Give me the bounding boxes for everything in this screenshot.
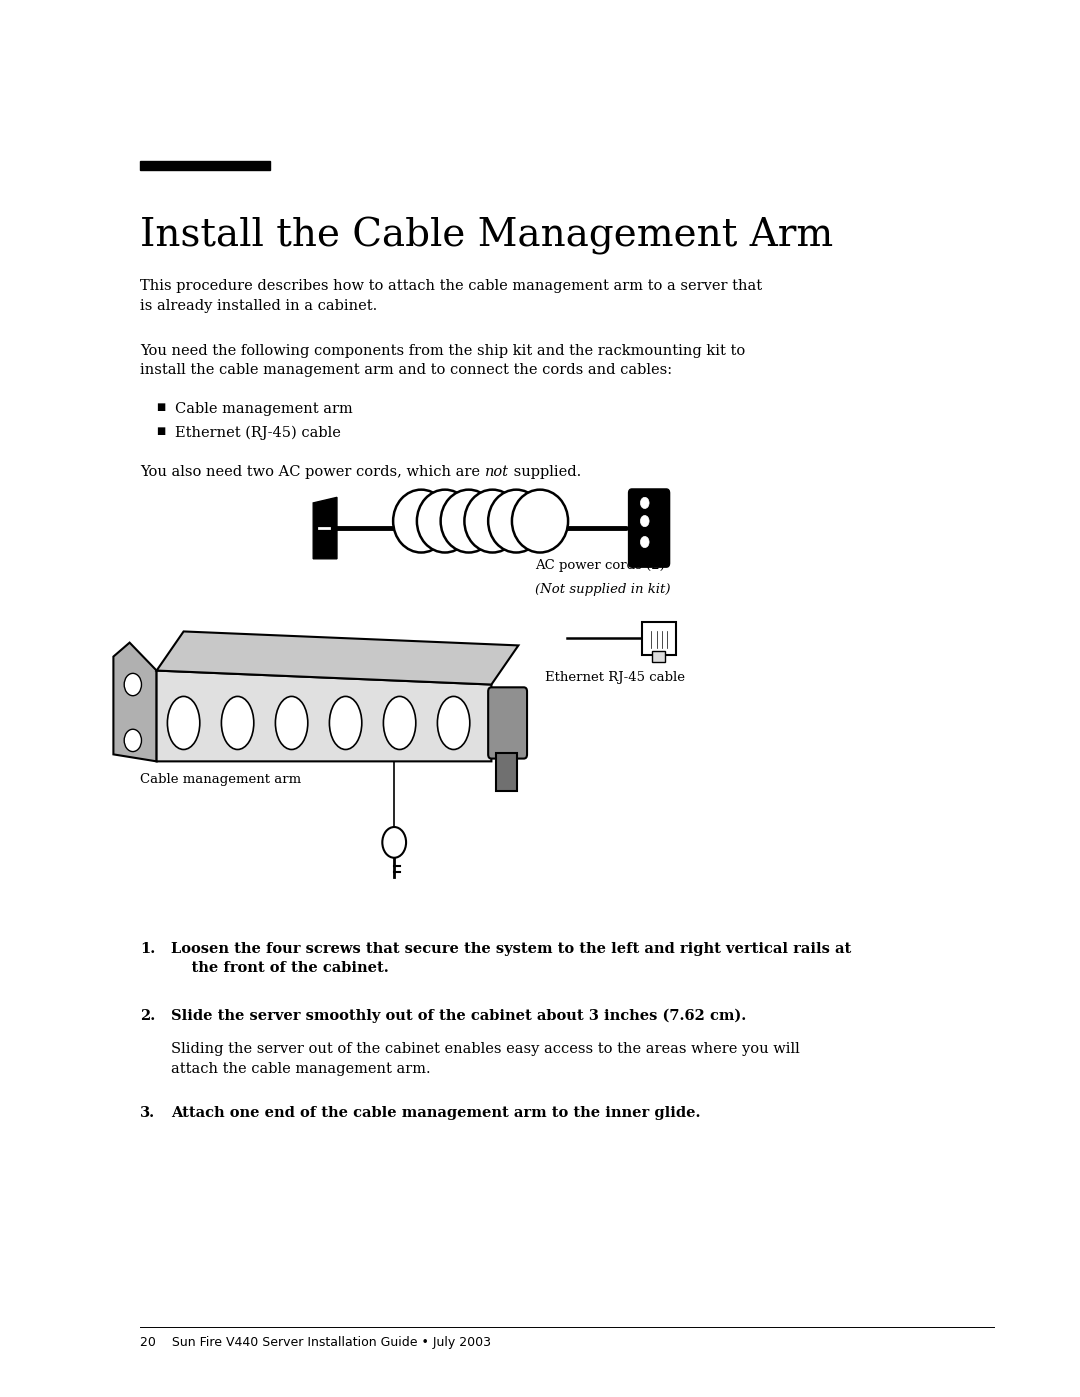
Circle shape [640,515,649,527]
Text: Sliding the server out of the cabinet enables easy access to the areas where you: Sliding the server out of the cabinet en… [171,1042,799,1076]
Circle shape [640,536,649,548]
Text: Install the Cable Management Arm: Install the Cable Management Arm [140,217,834,254]
Text: 3.: 3. [140,1106,156,1120]
Text: supplied.: supplied. [509,465,581,479]
Text: (Not supplied in kit): (Not supplied in kit) [535,583,670,595]
Text: 1.: 1. [140,942,156,956]
Polygon shape [313,497,337,559]
FancyBboxPatch shape [652,651,665,662]
FancyBboxPatch shape [642,622,676,655]
Text: Ethernet RJ-45 cable: Ethernet RJ-45 cable [545,671,686,683]
Text: ■: ■ [157,426,166,436]
Text: 2.: 2. [140,1009,156,1023]
Text: Loosen the four screws that secure the system to the left and right vertical rai: Loosen the four screws that secure the s… [171,942,851,975]
Ellipse shape [221,697,254,749]
Ellipse shape [512,490,568,553]
Circle shape [124,673,141,696]
Ellipse shape [393,490,449,553]
Polygon shape [157,671,491,761]
Ellipse shape [488,490,544,553]
Text: Ethernet (RJ-45) cable: Ethernet (RJ-45) cable [175,426,341,440]
Ellipse shape [329,697,362,749]
Text: Cable management arm: Cable management arm [140,773,301,785]
Text: You need the following components from the ship kit and the rackmounting kit to
: You need the following components from t… [140,344,745,377]
Circle shape [124,729,141,752]
Text: Attach one end of the cable management arm to the inner glide.: Attach one end of the cable management a… [171,1106,700,1120]
FancyBboxPatch shape [496,753,517,791]
Text: not: not [485,465,509,479]
Text: ■: ■ [157,402,166,412]
Text: You also need two AC power cords, which are: You also need two AC power cords, which … [140,465,485,479]
Text: Cable management arm: Cable management arm [175,402,353,416]
Circle shape [640,497,649,509]
Ellipse shape [417,490,473,553]
Text: This procedure describes how to attach the cable management arm to a server that: This procedure describes how to attach t… [140,279,762,313]
FancyBboxPatch shape [488,687,527,759]
Ellipse shape [441,490,497,553]
Ellipse shape [437,697,470,749]
Ellipse shape [383,697,416,749]
Polygon shape [113,643,157,761]
Text: AC power cords (2): AC power cords (2) [535,559,664,571]
Text: 20    Sun Fire V440 Server Installation Guide • July 2003: 20 Sun Fire V440 Server Installation Gui… [140,1336,491,1348]
Text: Slide the server smoothly out of the cabinet about 3 inches (7.62 cm).: Slide the server smoothly out of the cab… [171,1009,746,1023]
FancyBboxPatch shape [629,489,670,567]
Ellipse shape [275,697,308,749]
Bar [140,161,270,170]
Circle shape [382,827,406,858]
Ellipse shape [464,490,521,553]
Ellipse shape [167,697,200,749]
Polygon shape [157,631,518,685]
